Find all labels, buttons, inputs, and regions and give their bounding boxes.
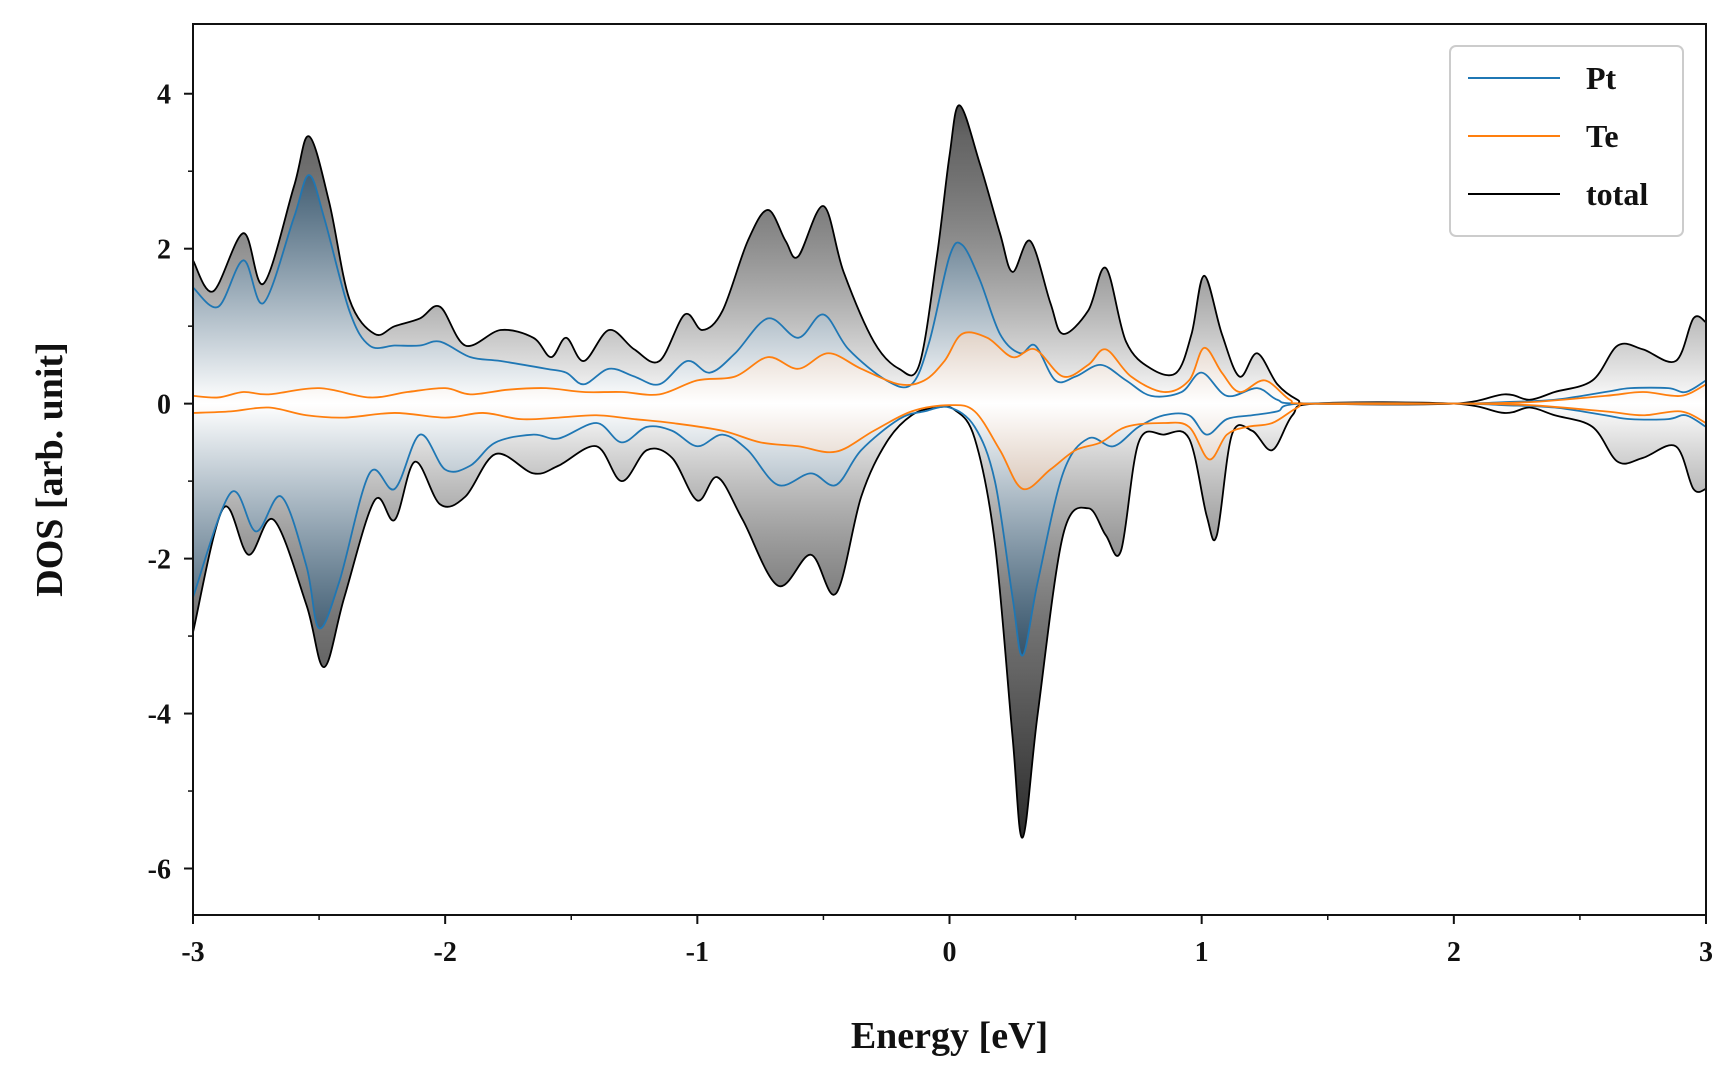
te-up-line xyxy=(192,331,1707,405)
y-tick-label: -4 xyxy=(148,700,171,731)
axis-ticks xyxy=(184,92,1707,924)
legend-label-te: Te xyxy=(1586,118,1619,154)
y-axis-label: DOS [arb. unit] xyxy=(29,342,71,596)
y-tick-label: -2 xyxy=(148,545,171,576)
y-tick-label: 4 xyxy=(157,80,171,111)
y-tick-label: -6 xyxy=(148,855,171,886)
x-tick-label: -2 xyxy=(434,937,457,968)
x-tick-label: -1 xyxy=(686,937,709,968)
y-tick-labels: -6 -4 -2 0 2 4 xyxy=(148,80,171,886)
total-down-area xyxy=(193,402,1706,838)
te-down-line xyxy=(192,402,1707,491)
te-up-area xyxy=(193,332,1706,404)
x-tick-label: -3 xyxy=(181,937,204,968)
total-up-line xyxy=(192,104,1707,406)
legend-label-pt: Pt xyxy=(1586,60,1617,96)
legend-box xyxy=(1449,45,1684,237)
total-down-line xyxy=(192,401,1707,839)
x-tick-label: 2 xyxy=(1447,937,1461,968)
x-tick-label: 1 xyxy=(1195,937,1209,968)
pt-up-area xyxy=(193,175,1706,404)
y-tick-label: 2 xyxy=(157,235,171,266)
y-tick-label: 0 xyxy=(157,390,171,421)
x-tick-labels: -3 -2 -1 0 1 2 3 xyxy=(181,937,1713,968)
series-lines xyxy=(192,104,1707,839)
pt-down-line xyxy=(192,402,1707,657)
x-tick-label: 0 xyxy=(943,937,957,968)
te-down-area xyxy=(193,403,1706,490)
legend: Pt Te total xyxy=(1449,45,1684,237)
legend-label-total: total xyxy=(1586,176,1648,212)
x-tick-label: 3 xyxy=(1699,937,1713,968)
x-axis-label: Energy [eV] xyxy=(851,1015,1048,1057)
pt-down-area xyxy=(193,403,1706,656)
